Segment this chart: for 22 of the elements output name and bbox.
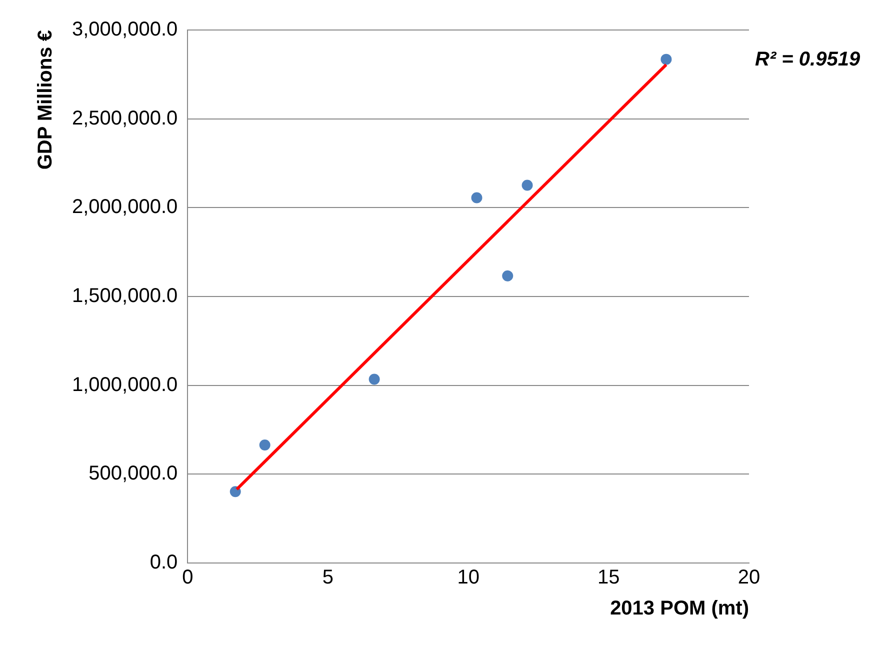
y-tick-label: 1,000,000.0 [72,374,178,396]
y-tick-label: 3,000,000.0 [72,18,178,41]
x-tick-label: 15 [598,566,620,589]
x-tick-label: 0 [182,566,194,589]
point [230,486,241,498]
y-tick-label: 500,000.0 [88,462,178,485]
x-tick-label: 20 [738,566,760,589]
point [660,54,672,65]
x-axis-title: 2013 POM (mt) [610,598,749,620]
point [368,374,380,385]
y-axis-title: GDP Millions € [34,30,57,170]
point [259,440,270,451]
y-tick-label: 0.0 [150,552,178,574]
x-tick-label: 5 [322,566,334,589]
y-tick-label: 2,500,000.0 [72,107,178,130]
point [471,192,482,204]
x-tick-label: 10 [457,566,480,589]
point [522,180,533,191]
y-tick-label: 2,000,000.0 [72,196,178,218]
y-tick-label: 1,500,000.0 [72,285,178,308]
text: R² = 0.9519 [755,48,861,71]
point [502,270,514,282]
